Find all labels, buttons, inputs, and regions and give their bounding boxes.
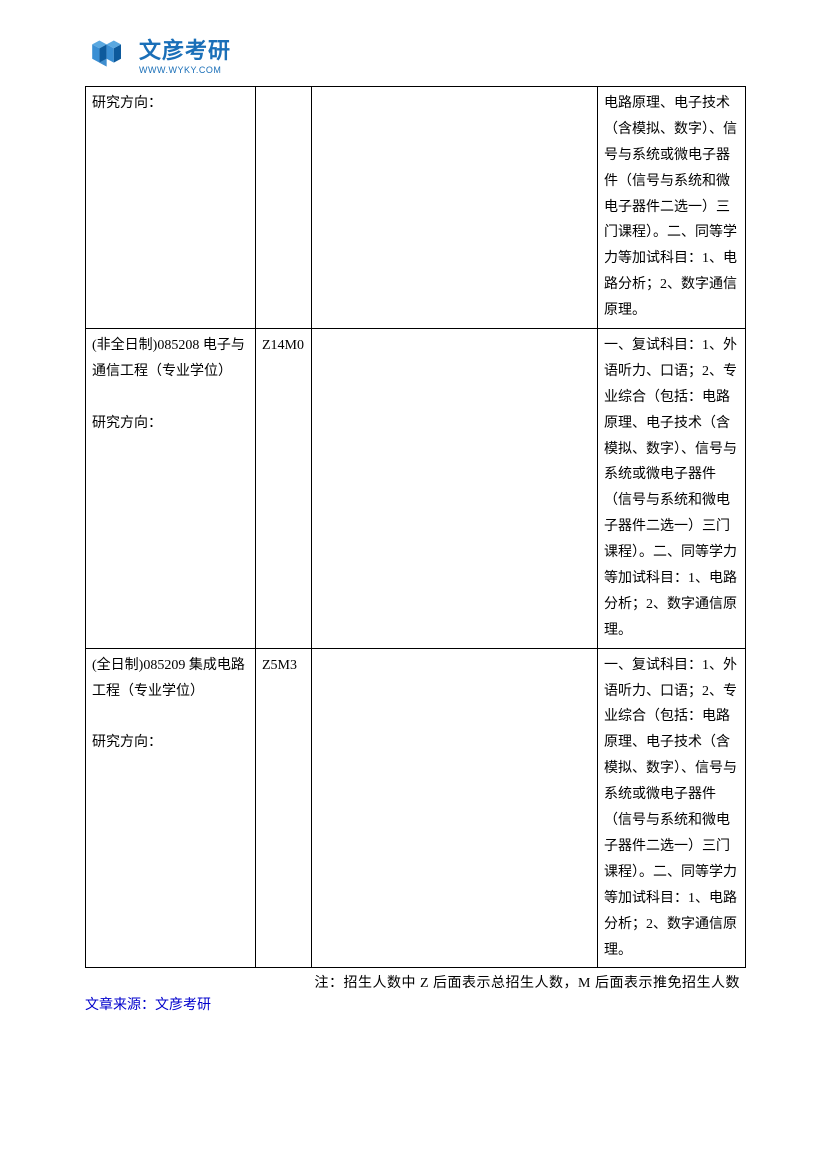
cell-notes: 电路原理、电子技术（含模拟、数字）、信号与系统或微电子器件（信号与系统和微电子器… — [598, 87, 746, 329]
logo: 文彦考研 WWW.WYKY.COM — [85, 30, 742, 78]
logo-icon — [85, 30, 133, 78]
note-text: 注：招生人数中 Z 后面表示总招生人数，M 后面表示推免招生人数 — [85, 972, 742, 992]
cell-notes: 一、复试科目：1、外语听力、口语；2、专业综合（包括：电路原理、电子技术（含模拟… — [598, 648, 746, 968]
cell-empty — [312, 648, 598, 968]
table-row: 研究方向： 电路原理、电子技术（含模拟、数字）、信号与系统或微电子器件（信号与系… — [86, 87, 746, 329]
table-row: (全日制)085209 集成电路工程（专业学位）研究方向： Z5M3 一、复试科… — [86, 648, 746, 968]
cell-notes: 一、复试科目：1、外语听力、口语；2、专业综合（包括：电路原理、电子技术（含模拟… — [598, 329, 746, 649]
admissions-table: 研究方向： 电路原理、电子技术（含模拟、数字）、信号与系统或微电子器件（信号与系… — [85, 86, 746, 968]
logo-text: 文彦考研 WWW.WYKY.COM — [139, 33, 231, 75]
cell-major: (全日制)085209 集成电路工程（专业学位）研究方向： — [86, 648, 256, 968]
table-row: (非全日制)085208 电子与通信工程（专业学位）研究方向： Z14M0 一、… — [86, 329, 746, 649]
logo-title: 文彦考研 — [139, 33, 231, 65]
cell-empty — [312, 329, 598, 649]
logo-url: WWW.WYKY.COM — [139, 65, 231, 75]
source-link[interactable]: 文章来源：文彦考研 — [85, 994, 742, 1014]
cell-major: (非全日制)085208 电子与通信工程（专业学位）研究方向： — [86, 329, 256, 649]
cell-quota: Z14M0 — [256, 329, 312, 649]
cell-empty — [312, 87, 598, 329]
cell-quota — [256, 87, 312, 329]
cell-major: 研究方向： — [86, 87, 256, 329]
cell-quota: Z5M3 — [256, 648, 312, 968]
